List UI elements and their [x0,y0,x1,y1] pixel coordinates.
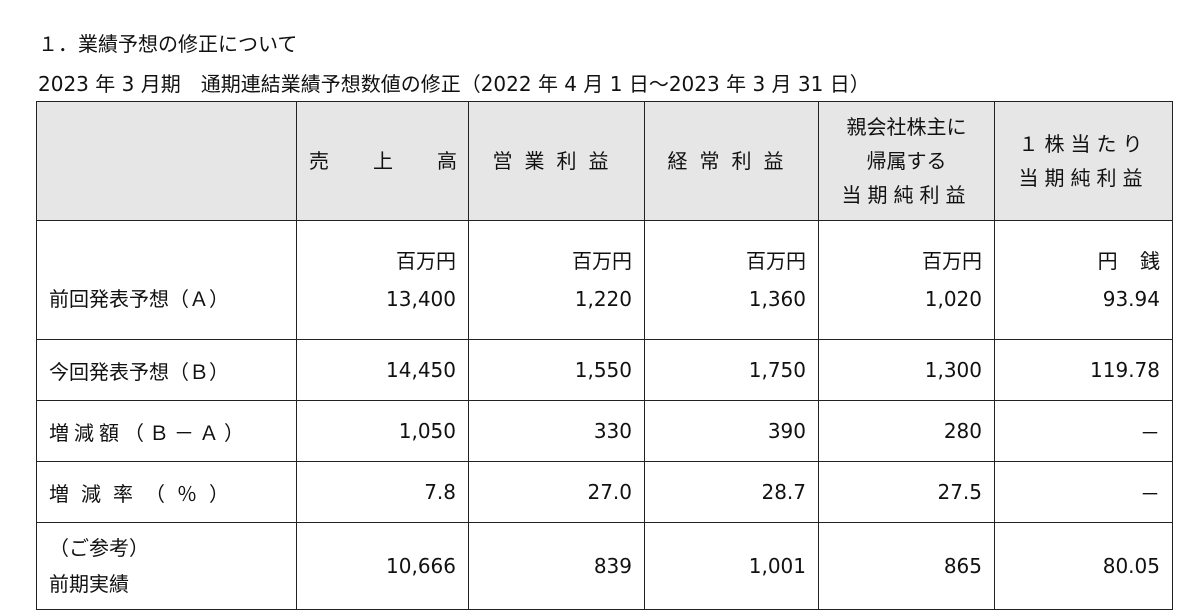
cell-value: 1,360 [748,287,806,311]
unit-label: 百万円 [572,249,632,273]
header-eps-line1: １株当たり [1018,132,1149,156]
forecast-revision-table: 売 上 高 営業利益 経常利益 親会社株主に 帰属する 当期純利益 １株当たり … [36,101,1173,610]
cell-net-income: 1,300 [818,339,995,401]
table-caption: 2023 年 3 月期 通期連結業績予想数値の修正（2022 年 4 月 1 日… [38,72,870,96]
row-label: 前回発表予想（Ａ） [49,287,229,311]
unit-label: 百万円 [746,249,806,273]
cell-value: 1,020 [924,287,982,311]
cell-eps: － [994,461,1173,523]
header-eps-line2: 当期純利益 [1018,166,1149,190]
cell-eps: 80.05 [994,522,1173,610]
cell-sales: 1,050 [296,400,469,462]
header-operating-profit: 営業利益 [468,101,645,221]
cell-sales: 百万円 13,400 [296,220,469,340]
cell-value: 13,400 [386,287,456,311]
row-label-cell: （ご参考） 前期実績 [36,522,297,610]
cell-value: 93.94 [1102,287,1160,311]
cell-ordinary-profit: 1,001 [644,522,819,610]
header-eps: １株当たり 当期純利益 [994,101,1173,221]
table-row-previous-forecast: 前回発表予想（Ａ） 百万円 13,400 百万円 1,220 百万円 1,360… [36,220,1173,340]
cell-operating-profit: 839 [468,522,645,610]
spacer [49,242,284,280]
cell-operating-profit: 27.0 [468,461,645,523]
row-label-note: （ご参考） [49,536,149,560]
table-header-row: 売 上 高 営業利益 経常利益 親会社株主に 帰属する 当期純利益 １株当たり … [36,101,1173,221]
unit-label: 円 銭 [1097,249,1168,273]
cell-operating-profit: 1,550 [468,339,645,401]
header-ordinary-profit: 経常利益 [644,101,819,221]
cell-ordinary-profit: 百万円 1,360 [644,220,819,340]
table-row-change-amount: 増減額（Ｂ－Ａ） 1,050 330 390 280 － [36,400,1173,462]
cell-eps: 円 銭 93.94 [994,220,1173,340]
section-heading: １．業績予想の修正について [38,32,298,56]
header-empty-cell [36,101,297,221]
table-row-change-rate: 増減率（％） 7.8 27.0 28.7 27.5 － [36,461,1173,523]
unit-label: 百万円 [922,249,982,273]
header-net-income: 親会社株主に 帰属する 当期純利益 [818,101,995,221]
cell-ordinary-profit: 1,750 [644,339,819,401]
cell-value: 1,220 [574,287,632,311]
header-net-income-line1: 親会社株主に [846,115,967,139]
table-row-current-forecast: 今回発表予想（Ｂ） 14,450 1,550 1,750 1,300 119.7… [36,339,1173,401]
cell-net-income: 865 [818,522,995,610]
unit-label: 百万円 [396,249,456,273]
row-label: 前期実績 [49,572,129,596]
header-sales: 売 上 高 [296,101,469,221]
cell-eps: － [994,400,1173,462]
cell-ordinary-profit: 28.7 [644,461,819,523]
cell-operating-profit: 百万円 1,220 [468,220,645,340]
table-row-prior-year-actual: （ご参考） 前期実績 10,666 839 1,001 865 80.05 [36,522,1173,610]
cell-sales: 10,666 [296,522,469,610]
row-label: 増減額（Ｂ－Ａ） [36,400,297,462]
cell-ordinary-profit: 390 [644,400,819,462]
row-label: 増減率（％） [36,461,297,523]
row-label: 今回発表予想（Ｂ） [36,339,297,401]
cell-sales: 7.8 [296,461,469,523]
header-net-income-line3: 当期純利益 [841,183,972,207]
cell-net-income: 280 [818,400,995,462]
cell-net-income: 27.5 [818,461,995,523]
cell-operating-profit: 330 [468,400,645,462]
cell-eps: 119.78 [994,339,1173,401]
cell-net-income: 百万円 1,020 [818,220,995,340]
header-net-income-line2: 帰属する [866,149,947,173]
cell-sales: 14,450 [296,339,469,401]
row-label-cell: 前回発表予想（Ａ） [36,220,297,340]
